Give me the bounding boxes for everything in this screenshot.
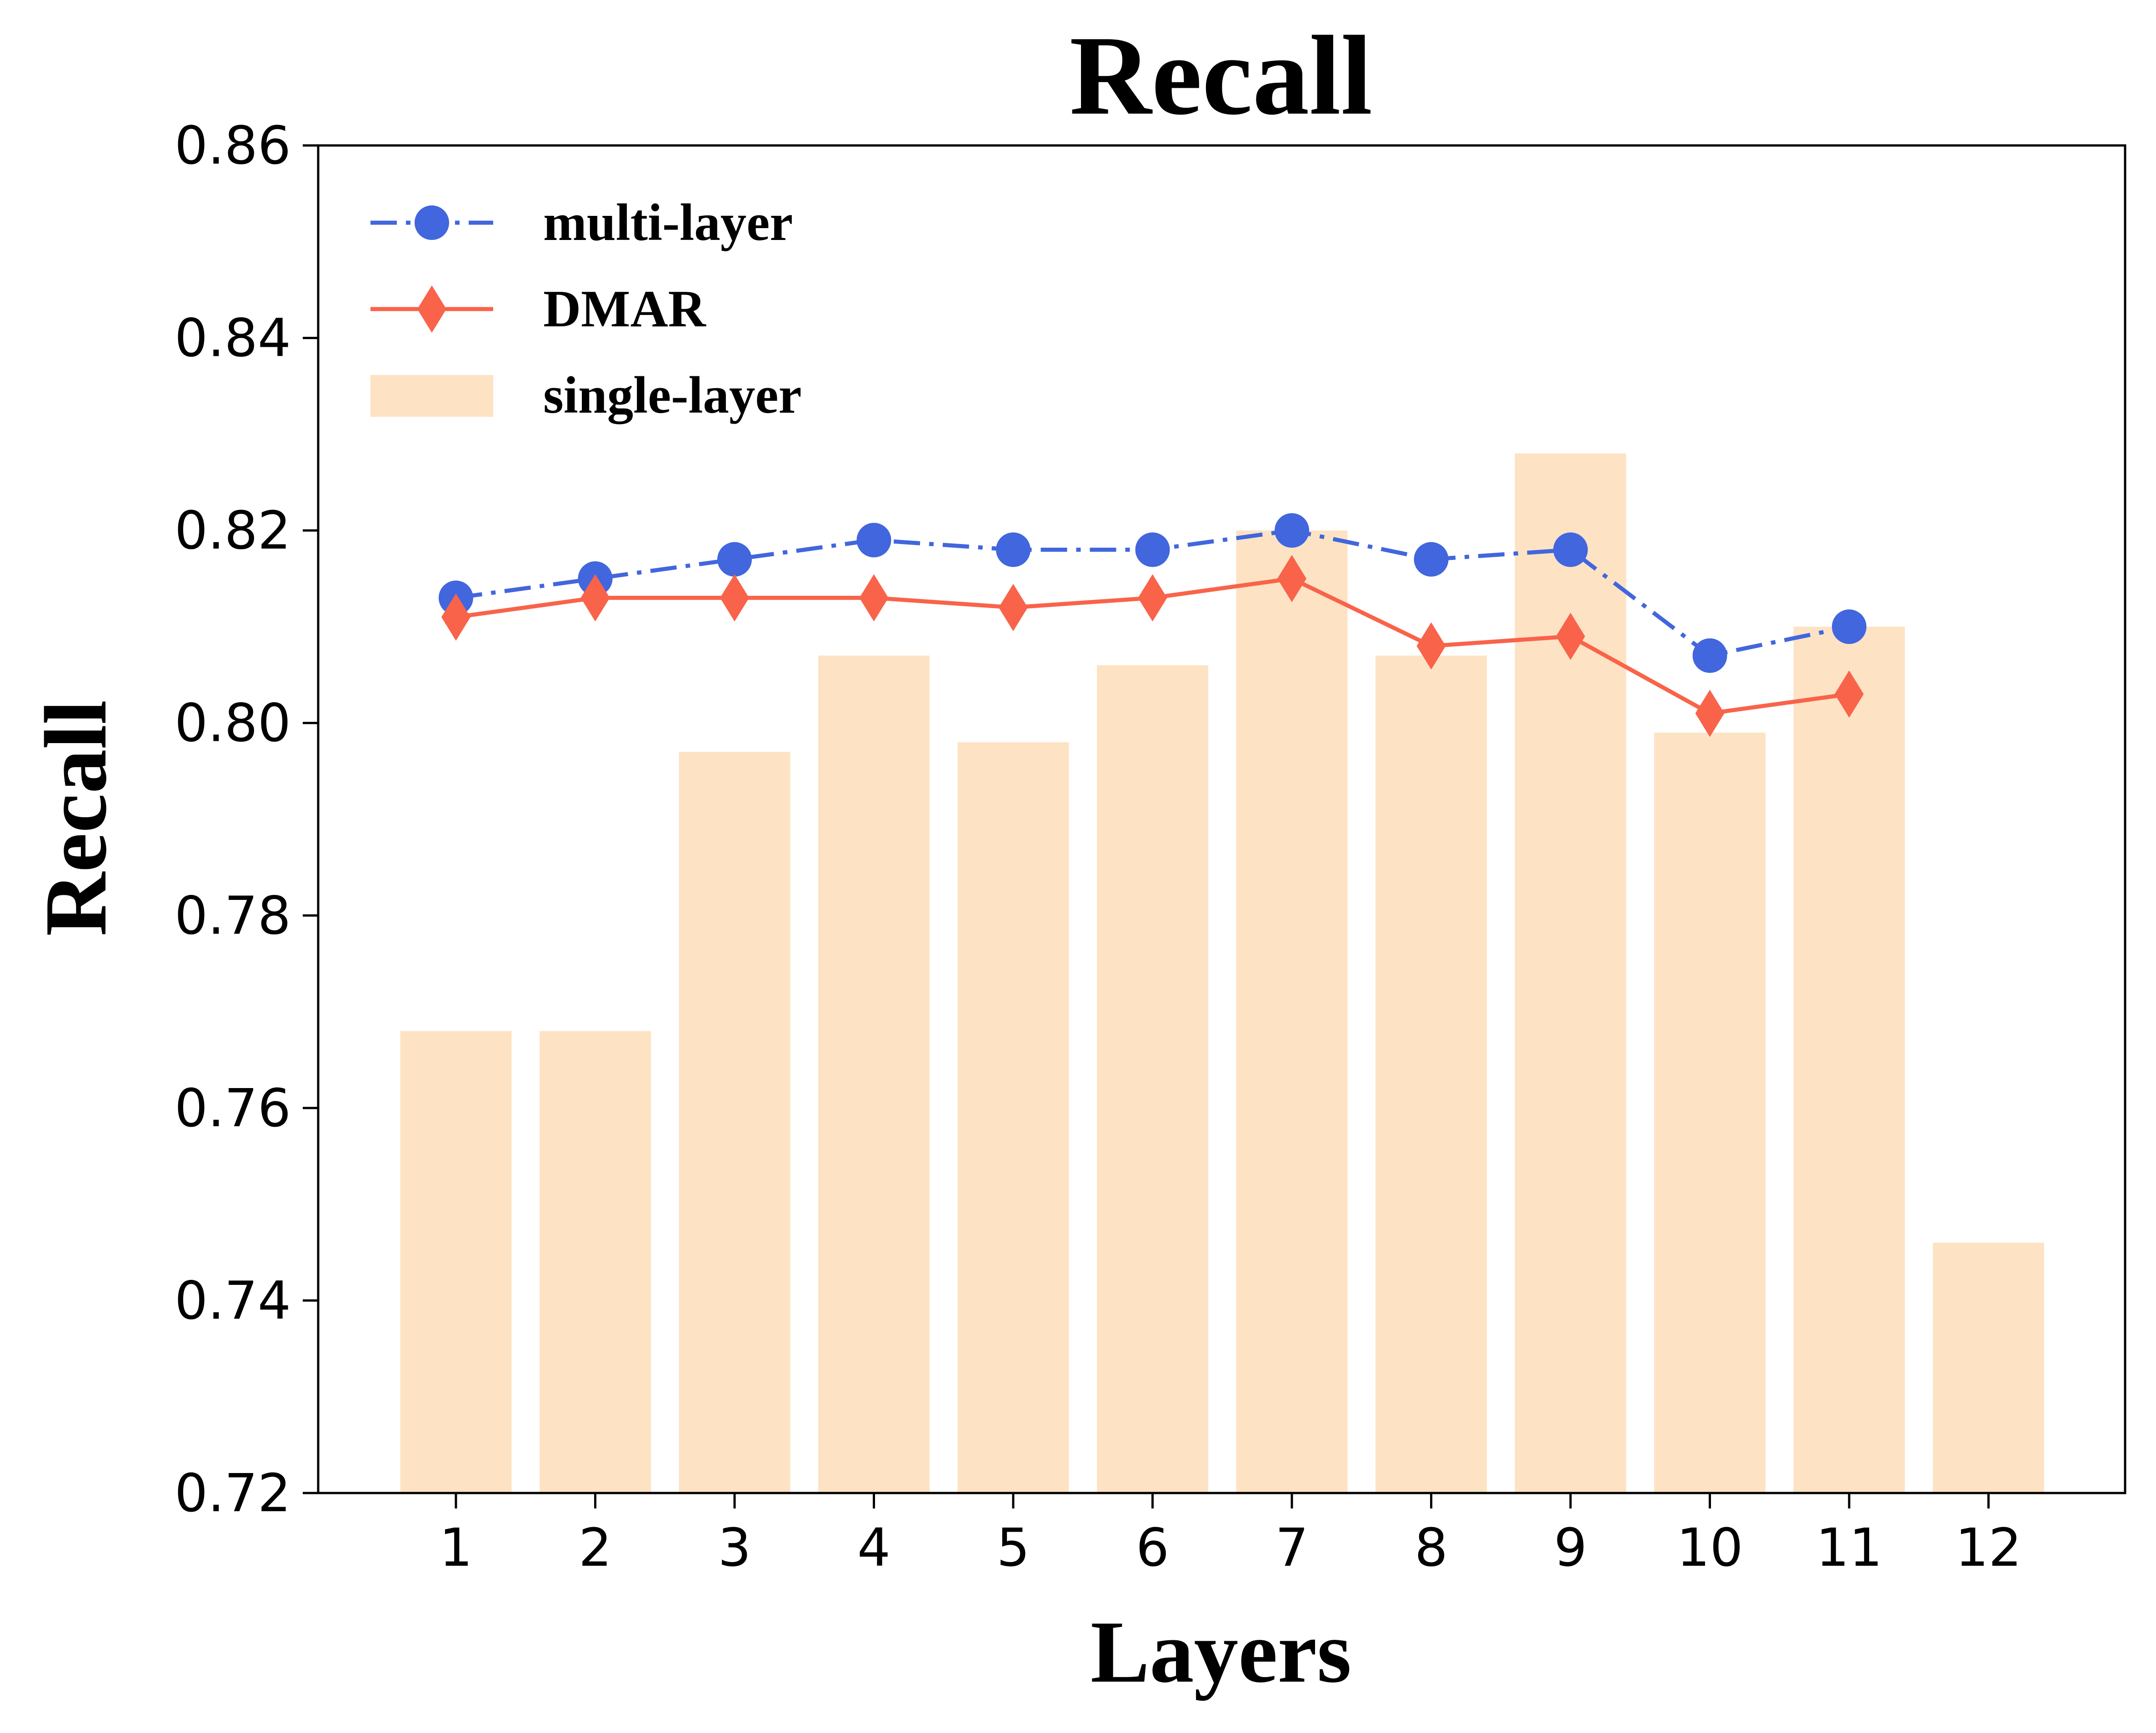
legend-item-single-layer: single-layer bbox=[370, 366, 802, 424]
y-axis-label: Recall bbox=[27, 700, 125, 936]
y-tick-label: 0.74 bbox=[175, 1270, 291, 1331]
point-dmar-8 bbox=[1416, 622, 1446, 670]
x-tick-label: 1 bbox=[439, 1518, 472, 1578]
bar-single-layer-11 bbox=[1793, 626, 1905, 1493]
y-tick-label: 0.86 bbox=[175, 115, 291, 176]
chart-title: Recall bbox=[1070, 13, 1372, 139]
bar-single-layer-3 bbox=[679, 752, 790, 1493]
x-tick-label: 8 bbox=[1415, 1518, 1448, 1578]
bars-layer bbox=[400, 453, 2044, 1493]
point-multi-layer-4 bbox=[856, 523, 891, 558]
axes-layer: 0.720.740.760.780.800.820.840.861 2 3 4 5 6 7 8… bbox=[175, 115, 2126, 1578]
point-dmar-1 bbox=[441, 593, 470, 641]
y-tick-label: 0.82 bbox=[175, 500, 291, 561]
y-tick-label: 0.84 bbox=[175, 308, 291, 369]
y-tick-label: 0.78 bbox=[175, 885, 291, 946]
bar-single-layer-7 bbox=[1236, 530, 1348, 1493]
point-multi-layer-9 bbox=[1553, 532, 1588, 567]
point-dmar-4 bbox=[859, 574, 889, 622]
point-dmar-11 bbox=[1835, 670, 1864, 718]
y-tick-label: 0.76 bbox=[175, 1078, 291, 1139]
x-axis-label: Layers bbox=[1091, 1603, 1351, 1701]
bar-single-layer-8 bbox=[1376, 655, 1487, 1493]
bar-single-layer-10 bbox=[1654, 732, 1766, 1493]
x-tick-label: 7 bbox=[1275, 1518, 1308, 1578]
bar-single-layer-12 bbox=[1933, 1243, 2044, 1493]
y-tick-label: 0.80 bbox=[175, 693, 291, 754]
point-dmar-6 bbox=[1138, 574, 1167, 622]
legend-label-multi-layer: multi-layer bbox=[543, 194, 793, 251]
x-tick-label: 10 bbox=[1676, 1518, 1743, 1578]
y-tick-label: 0.72 bbox=[175, 1463, 291, 1524]
bar-single-layer-6 bbox=[1097, 665, 1208, 1493]
bar-single-layer-4 bbox=[818, 655, 930, 1493]
bar-single-layer-9 bbox=[1515, 453, 1626, 1493]
labels-layer: Recall Layers Recall bbox=[27, 13, 1372, 1701]
x-tick-label: 3 bbox=[718, 1518, 751, 1578]
point-multi-layer-10 bbox=[1692, 638, 1727, 673]
point-multi-layer-7 bbox=[1275, 513, 1309, 548]
point-dmar-7 bbox=[1277, 555, 1306, 603]
bar-single-layer-1 bbox=[400, 1031, 512, 1493]
bar-single-layer-5 bbox=[957, 742, 1069, 1493]
bar-single-layer-2 bbox=[540, 1031, 651, 1493]
legend-label-single-layer: single-layer bbox=[543, 366, 802, 424]
x-tick-label: 2 bbox=[579, 1518, 612, 1578]
point-multi-layer-8 bbox=[1414, 542, 1449, 577]
x-tick-label: 9 bbox=[1554, 1518, 1587, 1578]
point-multi-layer-5 bbox=[996, 532, 1030, 567]
point-multi-layer-11 bbox=[1832, 609, 1866, 644]
legend-marker-multi-layer bbox=[415, 205, 449, 240]
legend-label-dmar: DMAR bbox=[543, 280, 707, 338]
legend-swatch-single-layer bbox=[370, 375, 493, 417]
point-dmar-10 bbox=[1695, 689, 1725, 737]
point-dmar-9 bbox=[1556, 613, 1585, 660]
x-tick-label: 5 bbox=[996, 1518, 1030, 1578]
x-tick-label: 4 bbox=[857, 1518, 890, 1578]
x-tick-label: 11 bbox=[1816, 1518, 1882, 1578]
point-multi-layer-6 bbox=[1135, 532, 1170, 567]
lines-layer bbox=[439, 513, 1866, 737]
legend-item-dmar: DMAR bbox=[370, 280, 707, 338]
point-dmar-2 bbox=[580, 574, 610, 622]
x-tick-label: 6 bbox=[1136, 1518, 1169, 1578]
x-tick-label: 12 bbox=[1955, 1518, 2021, 1578]
legend-marker-dmar bbox=[417, 285, 446, 333]
plot-frame bbox=[317, 144, 2126, 1494]
point-dmar-3 bbox=[720, 574, 749, 622]
point-multi-layer-3 bbox=[717, 542, 752, 577]
legend: multi-layer DMAR single-layer bbox=[370, 194, 802, 424]
point-dmar-5 bbox=[999, 584, 1028, 631]
legend-item-multi-layer: multi-layer bbox=[370, 194, 793, 251]
